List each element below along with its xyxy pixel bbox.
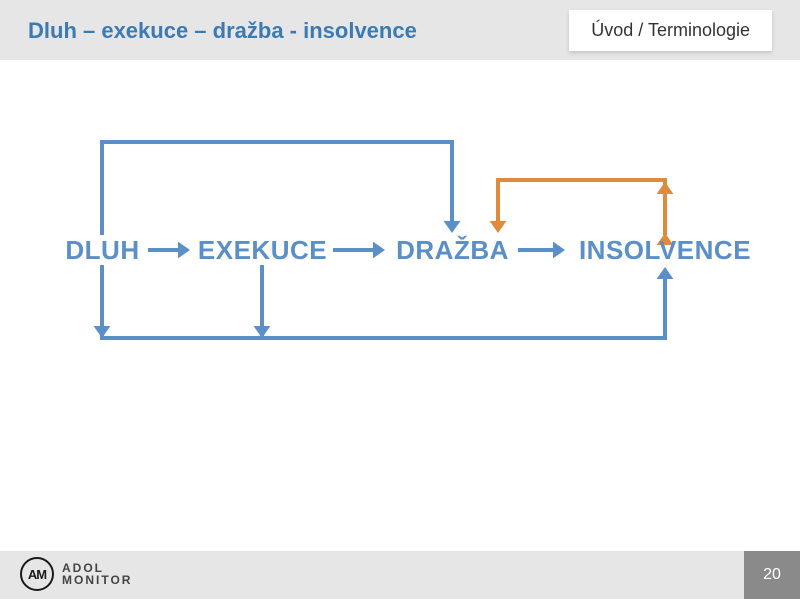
brand-logo: AM ADOL MONITOR bbox=[20, 557, 132, 591]
footer-bar: AM ADOL MONITOR 20 bbox=[0, 551, 800, 599]
node-dluh: DLUH bbox=[60, 235, 145, 266]
slide: Dluh – exekuce – dražba - insolvence Úvo… bbox=[0, 0, 800, 599]
logo-text: ADOL MONITOR bbox=[62, 562, 132, 586]
node-insolvence: INSOLVENCE bbox=[570, 235, 760, 266]
page-number: 20 bbox=[744, 551, 800, 599]
section-badge: Úvod / Terminologie bbox=[569, 10, 772, 51]
header-bar: Dluh – exekuce – dražba - insolvence Úvo… bbox=[0, 0, 800, 60]
brand-line-2: MONITOR bbox=[62, 574, 132, 586]
slide-title: Dluh – exekuce – dražba - insolvence bbox=[28, 18, 417, 44]
node-exekuce: EXEKUCE bbox=[195, 235, 330, 266]
diagram-canvas: DLUH EXEKUCE DRAŽBA INSOLVENCE bbox=[0, 60, 800, 539]
logo-mark-icon: AM bbox=[20, 557, 54, 591]
node-drazba: DRAŽBA bbox=[390, 235, 515, 266]
diagram-svg bbox=[0, 60, 800, 539]
